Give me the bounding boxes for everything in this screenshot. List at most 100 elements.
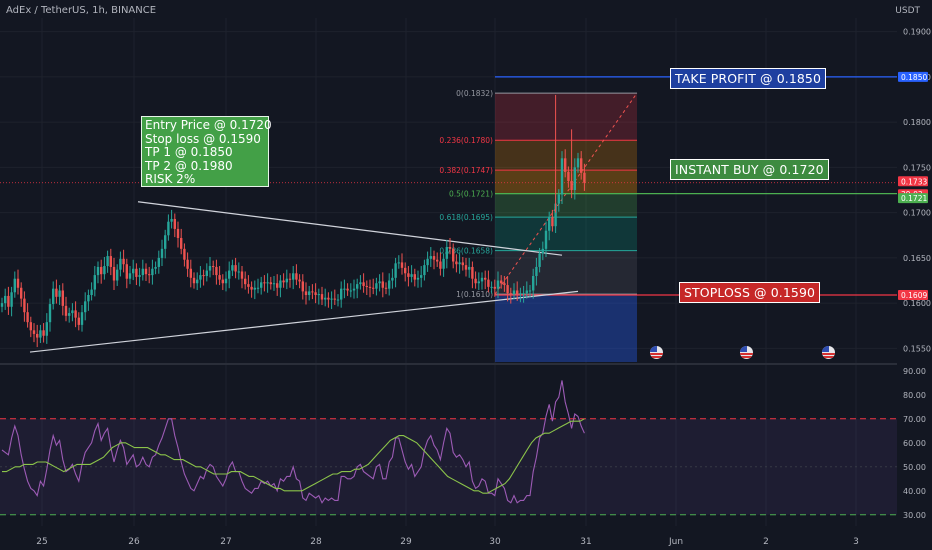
stoploss-label[interactable]: STOPLOSS @ 0.1590: [679, 282, 821, 303]
horizontal-lines[interactable]: [0, 76, 897, 296]
candle-body: [170, 218, 173, 222]
candle-body: [157, 257, 160, 267]
candle-body: [544, 230, 548, 249]
us-flag-event-icon[interactable]: [822, 346, 835, 359]
candle-body: [295, 273, 298, 280]
trend-lines[interactable]: [29, 201, 579, 353]
candle-body: [192, 277, 196, 284]
us-flag-event-icon[interactable]: [740, 346, 753, 359]
fib-level-label: 0.618(0.1695): [439, 213, 493, 222]
candlestick-series: [0, 94, 586, 348]
trade-plan-note[interactable]: Entry Price @ 0.1720 Stop loss @ 0.1590 …: [141, 116, 272, 187]
price-tick-label: 0.1900: [903, 28, 931, 37]
candle-body: [560, 158, 564, 195]
candle-body: [314, 292, 317, 296]
candle-body: [352, 288, 356, 291]
candle-body: [340, 288, 343, 300]
note-line-tp2: TP 2 @ 0.1980: [145, 158, 233, 173]
time-tick-label: 25: [36, 537, 47, 547]
candle-body: [244, 278, 247, 285]
candle-body: [218, 275, 221, 280]
candle-body: [16, 278, 20, 288]
fibonacci-retracement[interactable]: 0(0.1832) 0.236(0.1780) 0.382(0.1747) 0.5(0…: [439, 89, 638, 362]
candle-body: [324, 297, 327, 300]
candle-body: [519, 293, 522, 295]
candle-body: [138, 275, 141, 277]
price-axis[interactable]: 0.1900 0.1850 0.1800 0.1750 0.1700 0.1650 0.16…: [897, 0, 932, 550]
candle-body: [228, 270, 231, 279]
note-line-risk: RISK 2%: [145, 172, 196, 186]
candle-body: [455, 261, 458, 265]
candle-body: [260, 282, 263, 288]
candle-body: [61, 290, 64, 306]
fib-zone: [495, 250, 637, 295]
rsi-tick-label: 80.00: [903, 391, 926, 400]
candle-body: [112, 266, 116, 281]
candle-body: [167, 221, 170, 236]
candle-body: [186, 259, 189, 269]
fib-zone: [495, 217, 637, 251]
us-flag-event-icon[interactable]: [650, 346, 663, 359]
time-tick-label: Jun: [668, 537, 683, 547]
candle-body: [576, 158, 580, 168]
candle-body: [164, 235, 167, 249]
instant-buy-label[interactable]: INSTANT BUY @ 0.1720: [670, 159, 829, 180]
time-axis[interactable]: 25 26 27 28 29 30 31 Jun 2 3: [36, 537, 859, 547]
candle-body: [276, 283, 279, 288]
candle-body: [263, 282, 266, 284]
candle-body: [490, 286, 493, 288]
candle-body: [13, 278, 16, 293]
candle-body: [509, 293, 512, 295]
candle-body: [413, 274, 416, 280]
candle-body: [0, 303, 4, 307]
candle-body: [180, 237, 183, 249]
candle-body: [74, 310, 77, 318]
price-tick-label: 0.1800: [903, 118, 931, 127]
time-tick-label: 3: [853, 537, 859, 547]
rsi-line: [1, 380, 585, 504]
candle-body: [68, 313, 71, 316]
candle-body: [480, 277, 484, 282]
candle-body: [548, 217, 551, 231]
note-line-tp1: TP 1 @ 0.1850: [145, 145, 233, 159]
candle-body: [317, 294, 320, 296]
candle-body: [432, 256, 436, 260]
candle-body: [240, 271, 244, 279]
time-tick-label: 2: [763, 537, 769, 547]
candle-body: [394, 263, 397, 278]
candle-body: [26, 312, 29, 323]
candle-body: [253, 287, 256, 290]
candle-body: [583, 172, 586, 183]
candle-body: [554, 203, 557, 227]
fib-level-label: 0.786(0.1658): [439, 247, 493, 256]
candle-body: [304, 291, 308, 296]
candle-body: [132, 268, 135, 274]
candle-body: [119, 258, 122, 270]
candle-body: [477, 281, 480, 284]
candle-body: [343, 288, 346, 290]
candle-body: [93, 275, 96, 290]
candle-body: [330, 298, 333, 300]
candle-body: [564, 158, 567, 172]
candle-body: [391, 277, 394, 281]
candle-body: [272, 283, 276, 285]
rsi-ma-line: [2, 418, 585, 494]
candle-body: [301, 281, 304, 292]
candle-body: [388, 280, 391, 289]
candle-body: [141, 268, 144, 276]
price-label-text: 0.1721: [901, 194, 927, 203]
candle-body: [580, 158, 583, 173]
candle-body: [410, 274, 413, 277]
candle-body: [298, 279, 301, 282]
take-profit-label[interactable]: TAKE PROFIT @ 0.1850: [670, 68, 827, 89]
candle-body: [516, 290, 519, 295]
price-label-text: 0.1609: [901, 291, 927, 300]
candle-body: [346, 288, 349, 291]
time-tick-label: 27: [220, 537, 231, 547]
candle-body: [535, 266, 538, 276]
candle-body: [288, 278, 292, 280]
candle-body: [372, 287, 375, 289]
candle-body: [256, 287, 260, 289]
candle-body: [55, 288, 58, 297]
